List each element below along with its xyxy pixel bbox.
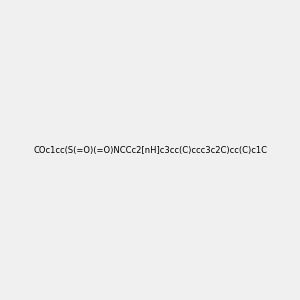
Text: COc1cc(S(=O)(=O)NCCc2[nH]c3cc(C)ccc3c2C)cc(C)c1C: COc1cc(S(=O)(=O)NCCc2[nH]c3cc(C)ccc3c2C)… [33, 146, 267, 154]
